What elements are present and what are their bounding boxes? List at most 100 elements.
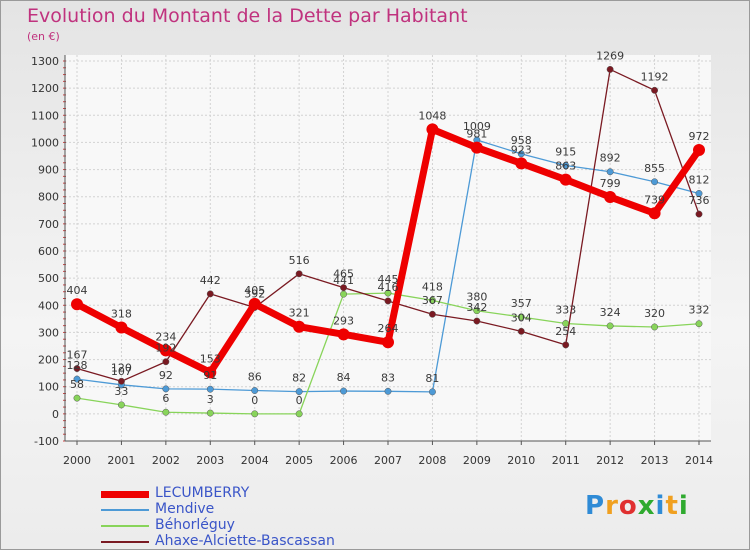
data-label: 915 [555,146,576,159]
data-point [384,387,392,395]
y-tick-label: 500 [38,272,59,285]
data-point [473,317,481,325]
data-label: 442 [200,274,221,287]
data-label: 332 [689,304,710,317]
data-label: 234 [155,330,176,343]
legend-swatch [101,509,149,511]
data-point [384,289,392,297]
y-tick-label: 200 [38,354,59,367]
data-label: 82 [292,372,306,385]
data-label: 293 [333,314,354,327]
data-point [293,320,306,333]
data-label: 0 [251,394,258,407]
data-point [695,190,703,197]
legend-label: Béhorléguy [155,517,235,533]
data-label: 107 [111,365,132,378]
data-label: 3 [207,393,214,406]
data-label: 33 [114,385,128,398]
data-label: 120 [111,361,132,374]
legend-label: Ahaxe-Alciette-Bascassan [155,533,335,549]
data-point [162,358,170,366]
data-point [206,290,214,298]
data-point [693,144,705,157]
data-point [340,284,348,292]
y-tick-label: 0 [52,408,59,421]
data-label: 86 [248,371,262,384]
data-point [562,341,570,349]
legend-label: LECUMBERRY [155,485,250,501]
data-point [515,157,528,170]
data-label: 445 [378,273,399,286]
x-tick-label: 2002 [152,454,180,467]
data-point [206,385,214,393]
data-label: 324 [600,306,621,319]
data-label: 320 [644,307,665,320]
x-tick-label: 2014 [685,454,713,467]
data-point [340,290,348,298]
data-point [71,298,83,311]
data-point [562,162,570,169]
y-tick-label: 100 [38,381,59,394]
data-label: 153 [200,352,221,365]
data-point [517,327,525,335]
legend-label: Mendive [155,501,215,517]
data-label: 128 [67,359,88,372]
data-point [470,141,483,154]
data-point [159,344,172,357]
y-tick-label: 700 [38,218,59,231]
data-label: 855 [644,162,665,175]
data-label: 83 [381,371,395,384]
data-point [73,365,81,372]
data-label: 264 [378,322,399,335]
data-label: 357 [511,297,532,310]
data-label: 84 [337,371,351,384]
x-tick-label: 2008 [418,454,446,467]
data-label: 799 [600,177,621,190]
data-label: 441 [333,274,354,287]
data-point [426,123,439,136]
data-label: 333 [555,303,576,316]
y-tick-label: 400 [38,299,59,312]
x-tick-label: 2007 [374,454,402,467]
data-point [251,410,259,418]
data-point [517,150,525,158]
data-label: 404 [67,284,88,297]
data-label: 736 [689,194,710,207]
data-point [162,408,170,416]
data-point [117,377,125,385]
data-point [204,366,217,379]
data-label: 465 [333,268,354,281]
data-label: 321 [289,307,310,320]
data-label: 516 [289,254,310,267]
data-point [73,394,81,402]
data-label: 392 [244,287,265,300]
data-point [337,328,350,341]
series-ahaxe-alciette-bascassan [73,65,703,385]
proxiti-logo: Proxiti [585,491,689,521]
data-label: 304 [511,311,532,324]
data-label: 58 [70,378,84,391]
data-point [295,270,303,278]
data-label: 91 [203,369,217,382]
y-tick-label: 1100 [31,109,59,122]
y-tick-label: 800 [38,191,59,204]
data-point [428,388,436,396]
y-tick-label: 300 [38,326,59,339]
data-label: 342 [466,301,487,314]
data-label: 1269 [596,49,624,62]
logo-letter: P [585,491,606,521]
y-tick-label: 900 [38,164,59,177]
y-tick-label: -100 [34,435,59,448]
y-tick-label: 600 [38,245,59,258]
data-label: 405 [244,284,265,297]
data-point [206,409,214,417]
logo-letter: i [678,491,689,521]
data-label: 1009 [463,120,491,133]
y-tick-label: 1300 [31,55,59,68]
data-label: 6 [162,392,169,405]
x-tick-label: 2001 [107,454,135,467]
data-point [117,401,125,409]
logo-letter: r [605,491,619,521]
data-point [115,321,128,334]
